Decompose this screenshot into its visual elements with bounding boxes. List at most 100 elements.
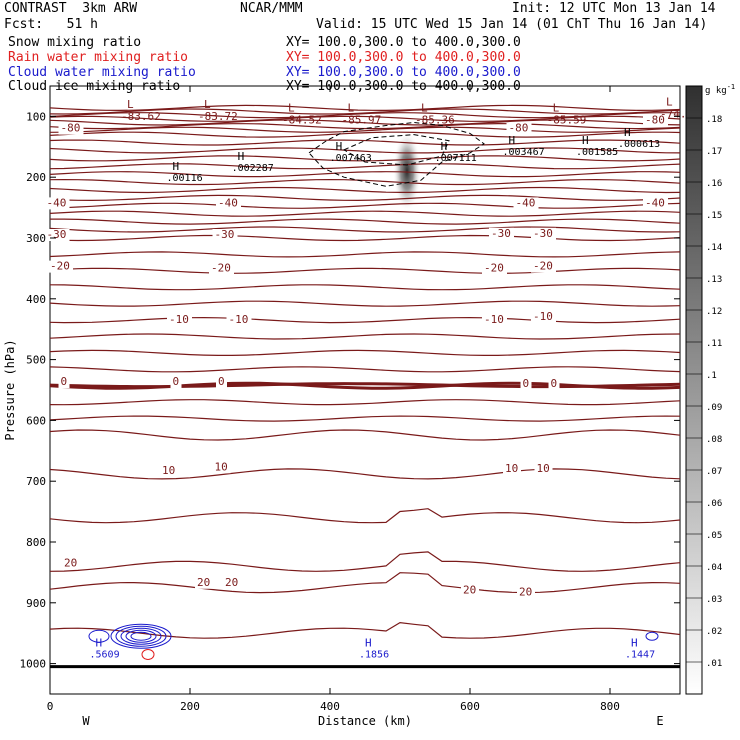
temperature-label-bg (209, 262, 234, 275)
y-tick-label: 700 (26, 475, 46, 488)
x-tick-label: 400 (320, 700, 340, 713)
high-value: .007463 (330, 153, 372, 164)
low-marker: L (348, 102, 355, 115)
plot-frame (49, 85, 681, 695)
temperature-label-bg (167, 314, 192, 327)
cloud-water-contour (120, 627, 162, 645)
temperature-label: 20 (463, 584, 476, 597)
rain-contour (141, 648, 155, 660)
colorbar-tick-label: .12 (706, 307, 722, 317)
isotherm-line (50, 226, 680, 233)
x-tick-label: 600 (460, 700, 480, 713)
temperature-label-bg (531, 227, 556, 240)
colorbar-bar (685, 85, 703, 695)
temperature-label: -10 (169, 313, 189, 326)
x-axis-ticks: 0 200 400 600 800 (47, 86, 620, 713)
cloud-water-contour (88, 629, 110, 643)
high-marker: H (96, 637, 103, 650)
temperature-label: 0 (551, 377, 558, 390)
temperature-labels: -80 -80 -80 -40 -40 -40 -40 -30 -30 -30 -30 -20 -20 -… (44, 114, 668, 599)
temperature-label: -40 (516, 196, 536, 209)
isotherm-line (50, 251, 680, 258)
high-marker: H (624, 126, 631, 139)
valid-time: Valid: 15 UTC Wed 15 Jan 14 (01 ChT Thu … (316, 17, 708, 32)
low-value: -85.36 (415, 114, 455, 127)
cloud-water-contour (115, 625, 167, 647)
temperature-label: 20 (64, 556, 77, 569)
temperature-label-bg (643, 114, 668, 127)
low-value: -85.97 (342, 114, 382, 127)
isotherm-line (50, 126, 680, 133)
temperature-label-bg (503, 463, 521, 476)
low-value: -83.72 (198, 110, 238, 123)
cloud-water-contours (88, 623, 659, 660)
isotherm-line (50, 171, 680, 178)
y-tick-label: 200 (26, 171, 46, 184)
colorbar: .01 .02 .03 .04 .05 .06 .07 .08 .09 .1 .11 .12 .13 .1… (685, 83, 735, 695)
y-axis-label: Pressure (hPa) (3, 339, 17, 440)
temperature-label: -80 (509, 122, 529, 135)
forecast-hour: Fcst: 51 h (4, 17, 98, 32)
temperature-label: -40 (645, 196, 665, 209)
temperature-label-bg (216, 376, 227, 389)
temperature-label: -10 (229, 313, 249, 326)
colorbar-tick-label: .13 (706, 275, 722, 285)
temperature-label-bg (489, 227, 514, 240)
temperature-label-bg (216, 197, 241, 210)
west-label: W (82, 714, 90, 728)
isotherm-line (50, 147, 680, 154)
y-tick-label: 800 (26, 536, 46, 549)
colorbar-tick-label: .04 (706, 563, 722, 573)
colorbar-tick-label: .08 (706, 435, 722, 445)
temperature-label-bg (517, 586, 535, 599)
cloud-water-contour (125, 629, 157, 643)
isotherm-line (50, 210, 680, 217)
colorbar-tick-label: .14 (706, 243, 722, 253)
temperature-label: 20 (197, 576, 210, 589)
low-marker: L (553, 102, 560, 115)
colorbar-tick-label: .01 (706, 659, 722, 669)
temperature-label-bg (531, 260, 556, 273)
isotherm-line (50, 468, 680, 480)
field-rain-xy: XY= 100.0,300.0 to 400.0,300.0 (286, 50, 521, 65)
high-value: .007111 (435, 153, 477, 164)
temperature-label: -30 (47, 228, 67, 241)
temperature-label: 0 (173, 375, 180, 388)
temperature-label: -20 (533, 260, 553, 273)
high-marker: H (336, 140, 343, 153)
field-snow-name: Snow mixing ratio (8, 35, 142, 50)
isotherm-line (50, 572, 680, 594)
cloud-ice-contour (342, 134, 450, 166)
isotherm-line (50, 163, 680, 170)
isotherm-line (50, 178, 680, 186)
temperature-label-bg (531, 311, 556, 324)
isotherm-line (50, 112, 680, 119)
colorbar-tick-label: .03 (706, 595, 722, 605)
temperature-label: -10 (533, 310, 553, 323)
temperature-label: 10 (215, 460, 228, 473)
temperature-label: -80 (645, 114, 665, 127)
temperature-label-bg (170, 376, 182, 389)
high-marker: H (173, 160, 180, 173)
x-tick-label: 800 (600, 700, 620, 713)
temperature-label-bg (461, 584, 479, 597)
cloud-ice-contour (308, 121, 485, 187)
y-tick-label: 300 (26, 232, 46, 245)
high-markers: H.00116H.002287H.007463H.007111H.003467H… (90, 126, 661, 661)
temperature-label: 0 (218, 375, 225, 388)
high-value: .002287 (232, 163, 274, 174)
isotherm-line (50, 333, 680, 340)
temperature-label: 10 (162, 464, 175, 477)
isotherm-line (50, 218, 680, 225)
temperature-label-bg (160, 464, 178, 477)
temperature-label: -30 (215, 228, 235, 241)
colorbar-tick-label: .15 (706, 211, 722, 221)
temperature-contours (50, 104, 680, 639)
isotherm-line (50, 284, 680, 291)
low-marker: L (288, 102, 295, 115)
cloud-water-contour (110, 623, 172, 649)
temperature-label-bg (58, 376, 70, 389)
y-tick-label: 100 (26, 110, 46, 123)
